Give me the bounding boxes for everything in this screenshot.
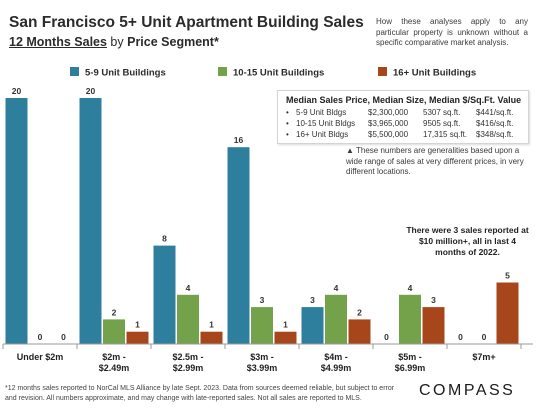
data-label: 4 — [408, 283, 413, 293]
info-row-ppsf: $416/sq.ft. — [476, 119, 514, 128]
data-label: 0 — [458, 332, 463, 342]
subtitle-underlined: 12 Months Sales — [9, 35, 107, 49]
bar-10-15-unit-buildings — [251, 307, 273, 344]
info-row-price: $3,965,000 — [368, 119, 409, 128]
info-row-size: 17,315 sq.ft. — [423, 130, 468, 139]
bar-5-9-unit-buildings — [153, 245, 176, 344]
x-tick-label: $2m -$2.49m — [99, 352, 130, 373]
bar-16-unit-buildings — [200, 331, 223, 344]
data-label: 20 — [12, 86, 22, 96]
data-label: 0 — [482, 332, 487, 342]
chart-title: San Francisco 5+ Unit Apartment Building… — [9, 14, 364, 31]
info-row-size: 5307 sq.ft. — [423, 108, 461, 117]
bar-10-15-unit-buildings — [103, 319, 125, 344]
subtitle-bold: Price Segment* — [127, 35, 219, 49]
bar-5-9-unit-buildings — [5, 98, 28, 344]
bar-16-unit-buildings — [126, 331, 149, 344]
bar-16-unit-buildings — [348, 319, 371, 344]
data-label: 4 — [334, 283, 339, 293]
data-label: 2 — [357, 307, 362, 317]
legend-swatch-16-unit-buildings — [378, 67, 387, 76]
chart-subtitle: 12 Months Sales by Price Segment* — [9, 35, 219, 49]
info-row-label: 5-9 Unit Bldgs — [296, 108, 347, 117]
legend-swatch-5-9-unit-buildings — [70, 67, 79, 76]
generalities-note: ▲ These numbers are generalities based u… — [346, 146, 524, 176]
data-label: 3 — [310, 295, 315, 305]
x-tick-label: $3m -$3.99m — [247, 352, 278, 373]
x-tick-label: $2.5m -$2.99m — [172, 352, 203, 373]
data-label: 3 — [431, 295, 436, 305]
data-label: 1 — [209, 320, 214, 330]
bar-10-15-unit-buildings — [325, 294, 347, 344]
x-tick-label: Under $2m — [17, 352, 64, 362]
bar-16-unit-buildings — [274, 331, 297, 344]
bar-5-9-unit-buildings — [301, 307, 324, 344]
bullet: • — [286, 119, 289, 128]
legend-label-16-unit-buildings: 16+ Unit Buildings — [393, 68, 476, 79]
bullet: • — [286, 130, 289, 139]
x-tick-label: $4m -$4.99m — [321, 352, 352, 373]
info-row-label: 10-15 Unit Bldgs — [296, 119, 356, 128]
data-label: 2 — [112, 307, 117, 317]
data-label: 5 — [505, 271, 510, 281]
disclaimer-note: How these analyses apply to any particul… — [376, 17, 528, 47]
bar-5-9-unit-buildings — [227, 147, 250, 344]
x-tick-label: $5m -$6.99m — [395, 352, 426, 373]
data-label: 16 — [234, 135, 244, 145]
info-box-heading: Median Sales Price, Median Size, Median … — [286, 95, 522, 105]
legend-swatch-10-15-unit-buildings — [218, 67, 227, 76]
data-label: 20 — [86, 86, 96, 96]
data-label: 1 — [283, 320, 288, 330]
info-row-ppsf: $441/sq.ft. — [476, 108, 514, 117]
bar-10-15-unit-buildings — [399, 294, 421, 344]
compass-logo: COMPASS — [419, 382, 516, 399]
data-label: 1 — [135, 320, 140, 330]
data-label: 8 — [162, 234, 167, 244]
data-label: 3 — [260, 295, 265, 305]
bar-16-unit-buildings — [496, 282, 519, 344]
subtitle-middle: by — [106, 35, 128, 49]
legend-label-5-9-unit-buildings: 5-9 Unit Buildings — [85, 68, 166, 79]
x-tick-label: $7m+ — [472, 352, 495, 362]
info-row-size: 9505 sq.ft. — [423, 119, 461, 128]
footnote: *12 months sales reported to NorCal MLS … — [5, 385, 395, 402]
info-row-price: $5,500,000 — [368, 130, 409, 139]
median-info-box: Median Sales Price, Median Size, Median … — [277, 90, 529, 144]
info-row-price: $2,300,000 — [368, 108, 409, 117]
bar-5-9-unit-buildings — [79, 98, 102, 344]
bar-16-unit-buildings — [422, 307, 445, 344]
high-end-sales-callout: There were 3 sales reported at $10 milli… — [406, 225, 529, 257]
data-label: 0 — [384, 332, 389, 342]
data-label: 0 — [61, 332, 66, 342]
data-label: 0 — [38, 332, 43, 342]
info-row-label: 16+ Unit Bldgs — [296, 130, 349, 139]
legend-label-10-15-unit-buildings: 10-15 Unit Buildings — [233, 68, 324, 79]
info-row-ppsf: $348/sq.ft. — [476, 130, 514, 139]
bullet: • — [286, 108, 289, 117]
data-label: 4 — [186, 283, 191, 293]
bar-10-15-unit-buildings — [177, 294, 199, 344]
